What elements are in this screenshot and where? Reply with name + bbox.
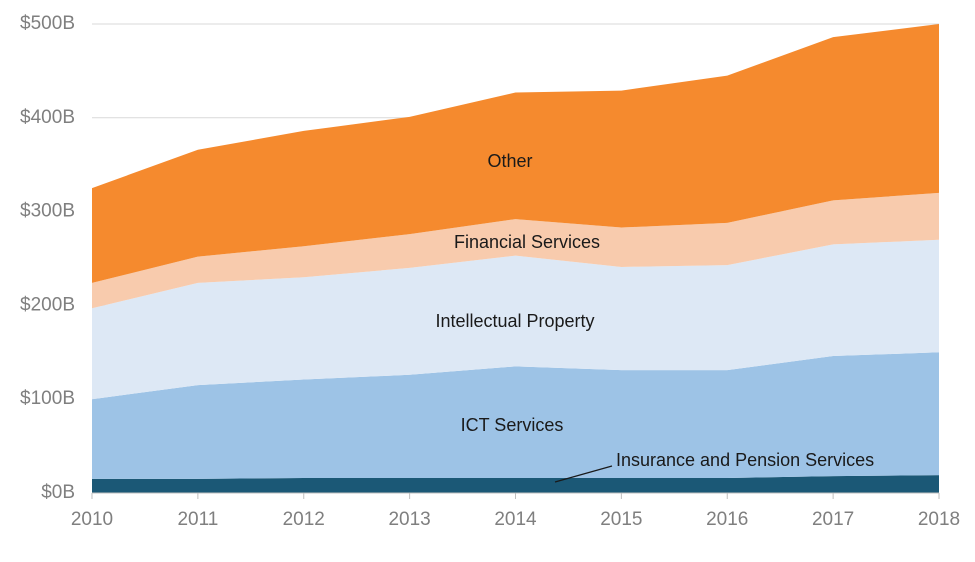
area-label: Insurance and Pension Services — [616, 450, 874, 470]
x-tick-label: 2017 — [812, 509, 854, 530]
area-label: Other — [487, 151, 532, 171]
area-label: ICT Services — [461, 415, 564, 435]
area — [92, 192, 939, 309]
labels: Insurance and Pension Services ICT Servic… — [435, 151, 874, 483]
area-label: Intellectual Property — [435, 311, 594, 331]
y-tick-label: $400B — [20, 107, 75, 128]
area — [92, 239, 939, 400]
area-label: Financial Services — [454, 232, 600, 252]
y-tick-label: $300B — [20, 201, 75, 222]
y-tick-label: $100B — [20, 388, 75, 409]
x-tick-label: 2018 — [918, 509, 960, 530]
x-tick-label: 2016 — [706, 509, 748, 530]
x-tick-label: 2013 — [388, 509, 430, 530]
area — [92, 475, 939, 493]
x-tick-label: 2011 — [177, 509, 218, 530]
areas — [92, 24, 939, 494]
area — [92, 24, 939, 283]
x-tick-label: 2014 — [494, 509, 537, 530]
x-tick-label: 2015 — [600, 509, 642, 530]
x-tick-label: 2012 — [283, 509, 325, 530]
y-tick-label: $500B — [20, 13, 75, 34]
leader-line — [554, 465, 613, 483]
y-tick-label: $200B — [20, 294, 75, 315]
y-tick-label: $0B — [41, 482, 75, 503]
x-tick-label: 2010 — [71, 509, 113, 530]
area — [92, 352, 939, 479]
